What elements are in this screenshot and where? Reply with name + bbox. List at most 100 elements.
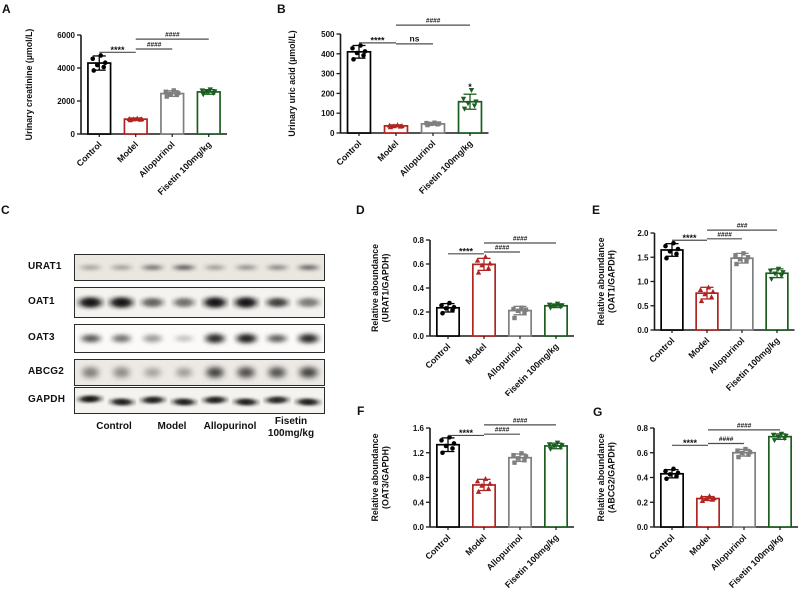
blot-band	[139, 295, 167, 310]
blot-group-label-line: Model	[157, 421, 187, 432]
y-tick-label: 300	[321, 70, 335, 79]
sig-label: ####	[495, 245, 510, 252]
x-category-label: Control	[423, 532, 452, 561]
data-point	[747, 449, 753, 455]
y-tick-label: 0.8	[413, 236, 425, 245]
data-point	[163, 89, 168, 94]
panel-label-c: C	[1, 203, 10, 217]
blot-band	[138, 394, 167, 405]
data-point	[436, 121, 442, 126]
panel-a-bar-chart: 0 2000 4000 6000 Urinary creatinine (µmol/L)…	[18, 6, 264, 207]
bar	[507, 456, 533, 528]
data-point	[204, 90, 210, 96]
bar	[87, 62, 112, 135]
data-point	[134, 115, 140, 121]
blot-band	[202, 264, 228, 271]
bar	[543, 445, 569, 528]
data-point	[735, 448, 740, 453]
blot-row	[74, 359, 325, 386]
sig-label: ####	[737, 422, 752, 429]
data-point	[546, 302, 553, 308]
blot-protein-label: URAT1	[28, 260, 62, 272]
y-axis-label: (ABCG2/GAPDH)	[607, 442, 617, 513]
data-point	[212, 89, 218, 95]
data-point	[554, 301, 561, 307]
data-point	[394, 122, 401, 128]
data-point	[485, 485, 492, 491]
data-point	[91, 68, 97, 73]
blot-band	[172, 333, 195, 344]
data-point	[523, 454, 529, 459]
blot-group-label: Allopurinol	[182, 421, 278, 433]
sig-label: ns	[410, 33, 420, 43]
blot-band	[294, 396, 323, 408]
x-category-label: Model	[686, 335, 711, 360]
blot-row	[74, 254, 325, 281]
panel-b-bar-chart: 0 100 200 300 400 500 Urinary uric acid (µmol/…	[281, 6, 527, 207]
y-tick-label: 200	[321, 89, 335, 98]
chart-svg-F: 0.0 0.4 0.8 1.2 1.6 Relative aboundance (OAT3/…	[370, 417, 574, 590]
data-point	[94, 62, 100, 68]
panel-label-g: G	[593, 405, 603, 419]
bar	[730, 257, 754, 331]
blot-band	[78, 332, 103, 345]
data-point	[705, 284, 712, 290]
data-point	[698, 298, 705, 304]
data-point	[699, 497, 706, 503]
blot-band	[200, 394, 230, 405]
y-axis-label: Relative aboundance	[370, 433, 380, 521]
data-point	[432, 120, 437, 125]
blot-group-label: Fisetin 100mg/kg	[243, 416, 339, 439]
sig-label: ****	[459, 246, 474, 256]
y-tick-label: 1.5	[637, 253, 649, 262]
chart-svg-G: 0.0 0.2 0.4 0.6 0.8 Relative aboundance (ABCG2…	[596, 422, 798, 590]
y-tick-label: 6000	[57, 31, 75, 40]
y-tick-label: 0.0	[413, 523, 425, 532]
data-point	[362, 49, 368, 54]
data-point	[515, 308, 521, 313]
sig-label: ****	[370, 35, 385, 45]
sig-label: ****	[110, 45, 125, 55]
data-point	[443, 443, 449, 449]
data-point	[164, 94, 169, 99]
y-axis-label: Relative aboundance	[596, 433, 606, 521]
blot-band	[202, 332, 228, 345]
bar	[346, 50, 372, 134]
blot-band	[107, 295, 136, 310]
bar	[659, 472, 685, 528]
data-point	[767, 268, 774, 274]
data-point	[465, 101, 471, 107]
data-point	[710, 288, 716, 294]
sig-label: ****	[459, 428, 474, 438]
y-tick-label: 0.4	[413, 498, 425, 507]
y-tick-label: 4000	[57, 64, 75, 73]
y-tick-label: 2000	[57, 97, 75, 106]
data-point	[547, 446, 554, 452]
sig-label: ###	[737, 223, 748, 230]
blot-band	[263, 394, 292, 405]
chart-svg-D: 0.0 0.2 0.4 0.6 0.8 Relative aboundance (URAT1…	[370, 236, 574, 399]
data-point	[772, 271, 778, 277]
y-tick-label: 400	[321, 50, 335, 59]
data-point	[664, 255, 669, 261]
y-tick-label: 0.0	[637, 326, 649, 335]
data-point	[559, 303, 565, 309]
data-point	[475, 269, 482, 275]
data-point	[734, 261, 739, 267]
data-point	[468, 88, 475, 94]
blot-band	[295, 296, 322, 309]
western-blot-panel: URAT1 OAT1 OAT3 ABCG2 GAPDH Control Model Allop…	[0, 200, 345, 455]
data-point	[733, 253, 738, 258]
blot-band	[265, 332, 290, 345]
data-point	[775, 266, 782, 272]
sig-label: ####	[147, 42, 162, 49]
panel-f-bar-chart: 0.0 0.4 0.8 1.2 1.6 Relative aboundance (OAT3/…	[368, 398, 592, 590]
data-point	[350, 45, 355, 51]
data-point	[743, 446, 748, 452]
data-point	[664, 476, 669, 482]
sig-label: ####	[513, 417, 528, 424]
data-point	[523, 307, 529, 312]
data-point	[447, 300, 452, 306]
bar	[471, 263, 497, 337]
data-point	[671, 240, 676, 246]
